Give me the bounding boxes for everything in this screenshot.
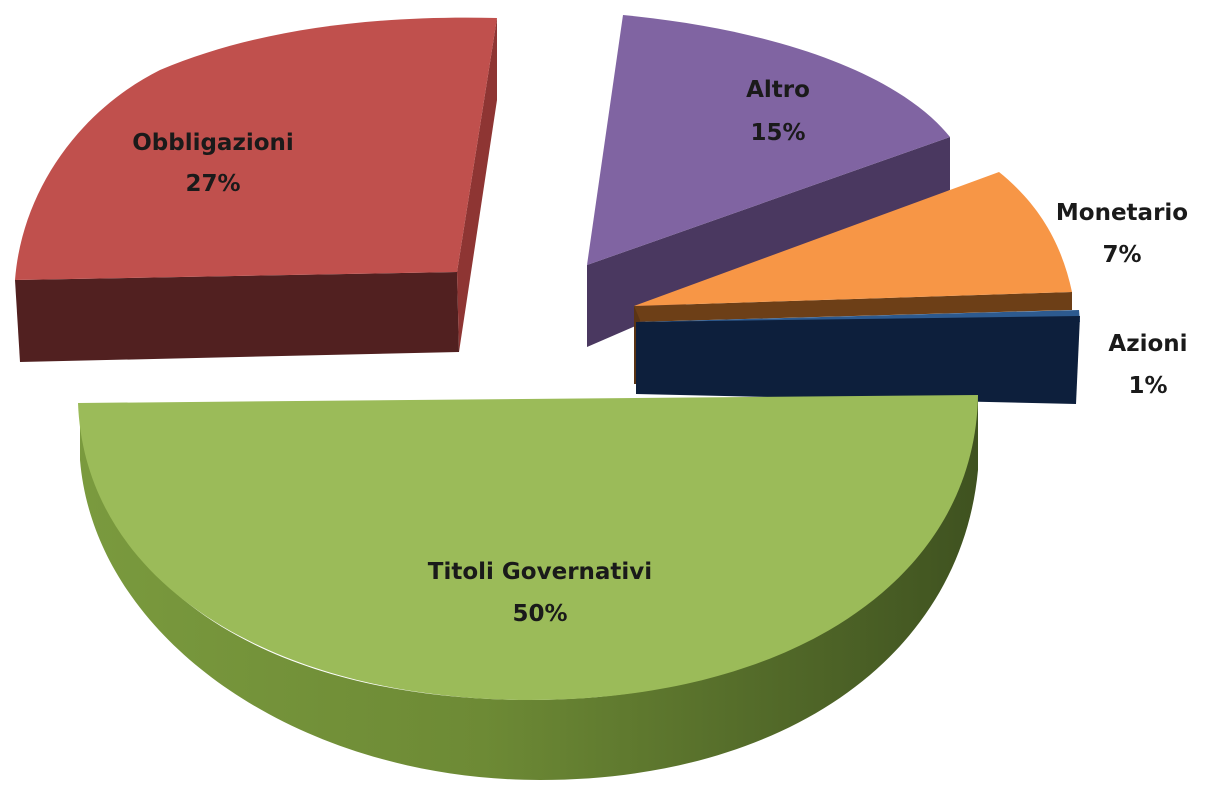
- slice-obbligazioni-side-right: [457, 18, 497, 352]
- label-azioni-value: 1%: [1128, 373, 1167, 399]
- slice-titoli-top: [78, 395, 978, 700]
- pie-slice-obbligazioni: [15, 17, 497, 362]
- slice-titoli-side: [80, 395, 978, 780]
- label-obbligazioni-value: 27%: [185, 171, 240, 197]
- slice-altro-top: [587, 15, 950, 265]
- label-titoli-governativi-name: Titoli Governativi: [428, 559, 652, 585]
- label-altro-value: 15%: [750, 120, 805, 146]
- label-altro-name: Altro: [746, 77, 810, 103]
- label-obbligazioni-name: Obbligazioni: [132, 130, 294, 156]
- slice-obbligazioni-side: [15, 272, 459, 362]
- label-azioni-name: Azioni: [1108, 331, 1187, 357]
- slice-azioni-side: [636, 316, 1080, 404]
- label-monetario-name: Monetario: [1056, 200, 1188, 226]
- label-monetario-value: 7%: [1102, 242, 1141, 268]
- slice-labels: Obbligazioni 27% Altro 15% Monetario 7% …: [132, 77, 1188, 627]
- label-titoli-governativi-value: 50%: [512, 601, 567, 627]
- slice-obbligazioni-top: [15, 17, 497, 280]
- slice-monetario-top: [634, 172, 1072, 306]
- slice-monetario-side: [634, 292, 1072, 322]
- pie-slice-titoli-governativi: [78, 395, 978, 780]
- pie-slice-azioni: [636, 310, 1080, 404]
